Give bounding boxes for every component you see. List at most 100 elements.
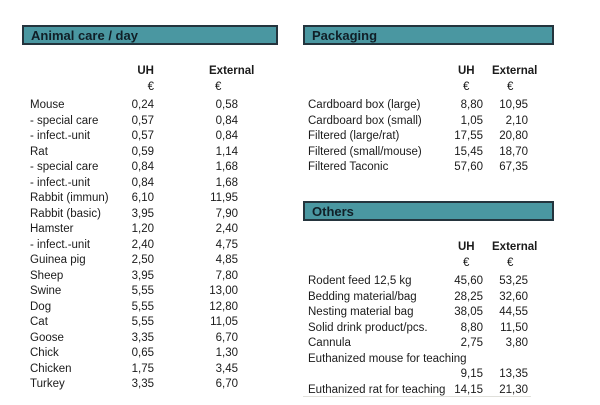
cell-label: Goose xyxy=(30,331,64,344)
cell-uh: 5,55 xyxy=(131,285,154,297)
table-row: - infect.-unit 0,84 1,68 xyxy=(22,176,278,192)
cell-external: 1,68 xyxy=(215,161,238,173)
cell-label: - infect.-unit xyxy=(30,176,91,189)
cell-external: 1,14 xyxy=(215,145,238,158)
cell-uh: 1,20 xyxy=(131,223,154,235)
cell-external: 0,84 xyxy=(215,114,238,127)
cell-label: Guinea pig xyxy=(30,254,86,266)
cell-label: Mouse xyxy=(30,99,65,111)
currency-symbol-external: € xyxy=(507,81,514,93)
cell-external xyxy=(483,352,528,368)
cell-label: Rodent feed 12,5 kg xyxy=(308,275,412,287)
cell-label xyxy=(308,367,443,383)
cell-external: 18,70 xyxy=(499,145,528,158)
cell-external: 11,05 xyxy=(210,316,238,328)
currency-symbol-external: € xyxy=(215,81,222,93)
table-row: Cardboard box (large) 8,80 10,95 xyxy=(303,98,554,114)
table-row: 9,15 13,35 xyxy=(303,367,554,383)
cell-uh: 3,95 xyxy=(131,207,154,220)
spacer xyxy=(308,239,443,255)
cell-external: 4,75 xyxy=(215,238,238,251)
table-row: Rabbit (immun) 6,10 11,95 xyxy=(22,191,278,207)
cell-label: Rabbit (immun) xyxy=(30,192,109,204)
cell-external: 3,80 xyxy=(505,337,528,349)
table-row: Filtered (large/rat) 17,55 20,80 xyxy=(303,129,554,145)
cell-label: - special care xyxy=(30,114,99,127)
cell-external: 20,80 xyxy=(499,130,528,142)
cell-label: - special care xyxy=(30,161,99,173)
cell-uh: 38,05 xyxy=(454,306,483,318)
cell-label: Sheep xyxy=(30,269,64,282)
currency-symbol-external: € xyxy=(507,257,514,269)
cell-external: 13,35 xyxy=(499,368,528,380)
spacer xyxy=(308,79,443,95)
others-section: Others UH External € € Rodent feed 12,5 … xyxy=(303,201,554,398)
section-title: Packaging xyxy=(312,27,378,43)
spacer xyxy=(308,63,443,79)
cell-external: 44,55 xyxy=(499,306,528,318)
table-row: - special care 0,84 1,68 xyxy=(22,160,278,176)
cell-uh: 3,35 xyxy=(131,331,154,344)
cell-label: - infect.-unit xyxy=(30,130,91,142)
cell-label: Euthanized rat for teaching xyxy=(308,383,446,396)
cell-uh: 2,40 xyxy=(131,238,154,251)
table-row: Sheep 3,95 7,80 xyxy=(22,269,278,285)
cell-label: Cannula xyxy=(308,337,351,349)
currency-symbol-uh: € xyxy=(463,81,470,93)
animal-care-rows: Mouse 0,24 0,58- special care 0,57 0,84- inf… xyxy=(22,98,278,393)
table-row: Goose 3,35 6,70 xyxy=(22,331,278,347)
table-row: Chicken 1,75 3,45 xyxy=(22,362,278,378)
cell-uh: 1,05 xyxy=(460,114,483,127)
cell-uh: 0,24 xyxy=(131,99,154,111)
col-header-external: External xyxy=(492,241,538,253)
cell-label: Swine xyxy=(30,285,62,297)
cell-label: Cat xyxy=(30,316,48,328)
table-row: Euthanized rat for teaching 14,15 21,30 xyxy=(303,383,554,399)
section-title: Others xyxy=(312,203,354,219)
cell-external: 3,45 xyxy=(215,362,238,375)
col-header-uh: UH xyxy=(458,241,475,253)
table-row: Hamster 1,20 2,40 xyxy=(22,222,278,238)
cell-uh: 2,50 xyxy=(131,254,154,266)
table-row: Swine 5,55 13,00 xyxy=(22,284,278,300)
cell-uh: 57,60 xyxy=(454,161,483,173)
cell-uh: 28,25 xyxy=(454,290,483,303)
table-row: Cardboard box (small) 1,05 2,10 xyxy=(303,114,554,130)
cell-uh xyxy=(443,352,483,368)
cell-external: 7,80 xyxy=(215,269,238,282)
cell-uh: 8,80 xyxy=(460,99,483,111)
spacer xyxy=(30,63,115,79)
table-row: Mouse 0,24 0,58 xyxy=(22,98,278,114)
cell-label: Turkey xyxy=(30,378,65,390)
others-column-headers: UH External € € xyxy=(303,239,554,271)
table-row: Dog 5,55 12,80 xyxy=(22,300,278,316)
cell-uh: 5,55 xyxy=(131,316,154,328)
cell-label: Rabbit (basic) xyxy=(30,207,101,220)
cell-uh: 0,57 xyxy=(131,114,154,127)
cell-external: 1,30 xyxy=(215,347,238,359)
table-row: Guinea pig 2,50 4,85 xyxy=(22,253,278,269)
bottom-divider-line xyxy=(303,396,531,397)
cell-label: Hamster xyxy=(30,223,74,235)
cell-uh: 0,65 xyxy=(131,347,154,359)
table-row: Nesting material bag 38,05 44,55 xyxy=(303,305,554,321)
spacer xyxy=(308,255,443,271)
table-row: - special care 0,57 0,84 xyxy=(22,114,278,130)
cell-label: Cardboard box (small) xyxy=(308,114,422,127)
cell-uh: 0,59 xyxy=(131,145,154,158)
table-row: Filtered Taconic 57,60 67,35 xyxy=(303,160,554,176)
animal-care-column-headers: UH External € € xyxy=(22,63,278,95)
cell-external: 11,50 xyxy=(500,321,528,334)
section-title: Animal care / day xyxy=(31,27,138,43)
table-row: Chick 0,65 1,30 xyxy=(22,346,278,362)
cell-uh: 1,75 xyxy=(131,362,154,375)
cell-uh: 45,60 xyxy=(454,275,483,287)
col-header-external: External xyxy=(492,65,538,77)
others-header-bar: Others xyxy=(303,201,554,221)
cell-uh: 5,55 xyxy=(131,300,154,313)
cell-uh: 8,80 xyxy=(460,321,483,334)
cell-label: Chick xyxy=(30,347,59,359)
cell-external: 2,40 xyxy=(215,223,238,235)
table-row: Turkey 3,35 6,70 xyxy=(22,377,278,393)
packaging-column-headers: UH External € € xyxy=(303,63,554,95)
